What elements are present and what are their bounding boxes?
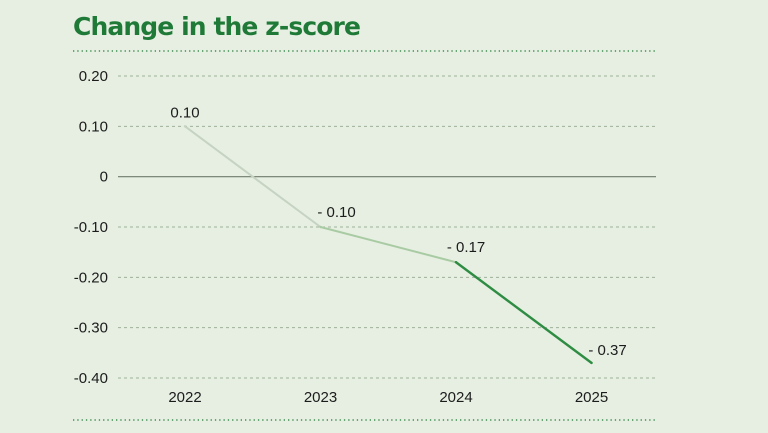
y-tick-label: -0.10 [74, 219, 108, 236]
y-tick-label: 0.20 [79, 68, 108, 85]
data-point [454, 261, 458, 264]
data-point [319, 225, 322, 229]
y-tick-label: -0.20 [74, 269, 108, 286]
chart-title: Change in the z-score [73, 12, 361, 41]
x-tick-label: 2025 [575, 389, 608, 406]
y-tick-label: -0.30 [74, 320, 108, 337]
series-segment [184, 125, 322, 228]
series-segment [319, 226, 457, 264]
x-tick-label: 2023 [304, 389, 337, 406]
data-label: 0.10 [170, 104, 199, 121]
y-tick-label: 0 [100, 169, 108, 186]
y-tick-label: 0.10 [79, 118, 108, 135]
data-label: - 0.17 [447, 239, 485, 256]
data-label: - 0.10 [317, 204, 355, 221]
data-label: - 0.37 [588, 342, 626, 359]
data-point [183, 125, 187, 128]
data-point [590, 361, 593, 365]
series-segment [454, 261, 593, 365]
x-tick-label: 2024 [439, 389, 472, 406]
x-tick-label: 2022 [168, 389, 201, 406]
y-tick-label: -0.40 [74, 370, 108, 387]
